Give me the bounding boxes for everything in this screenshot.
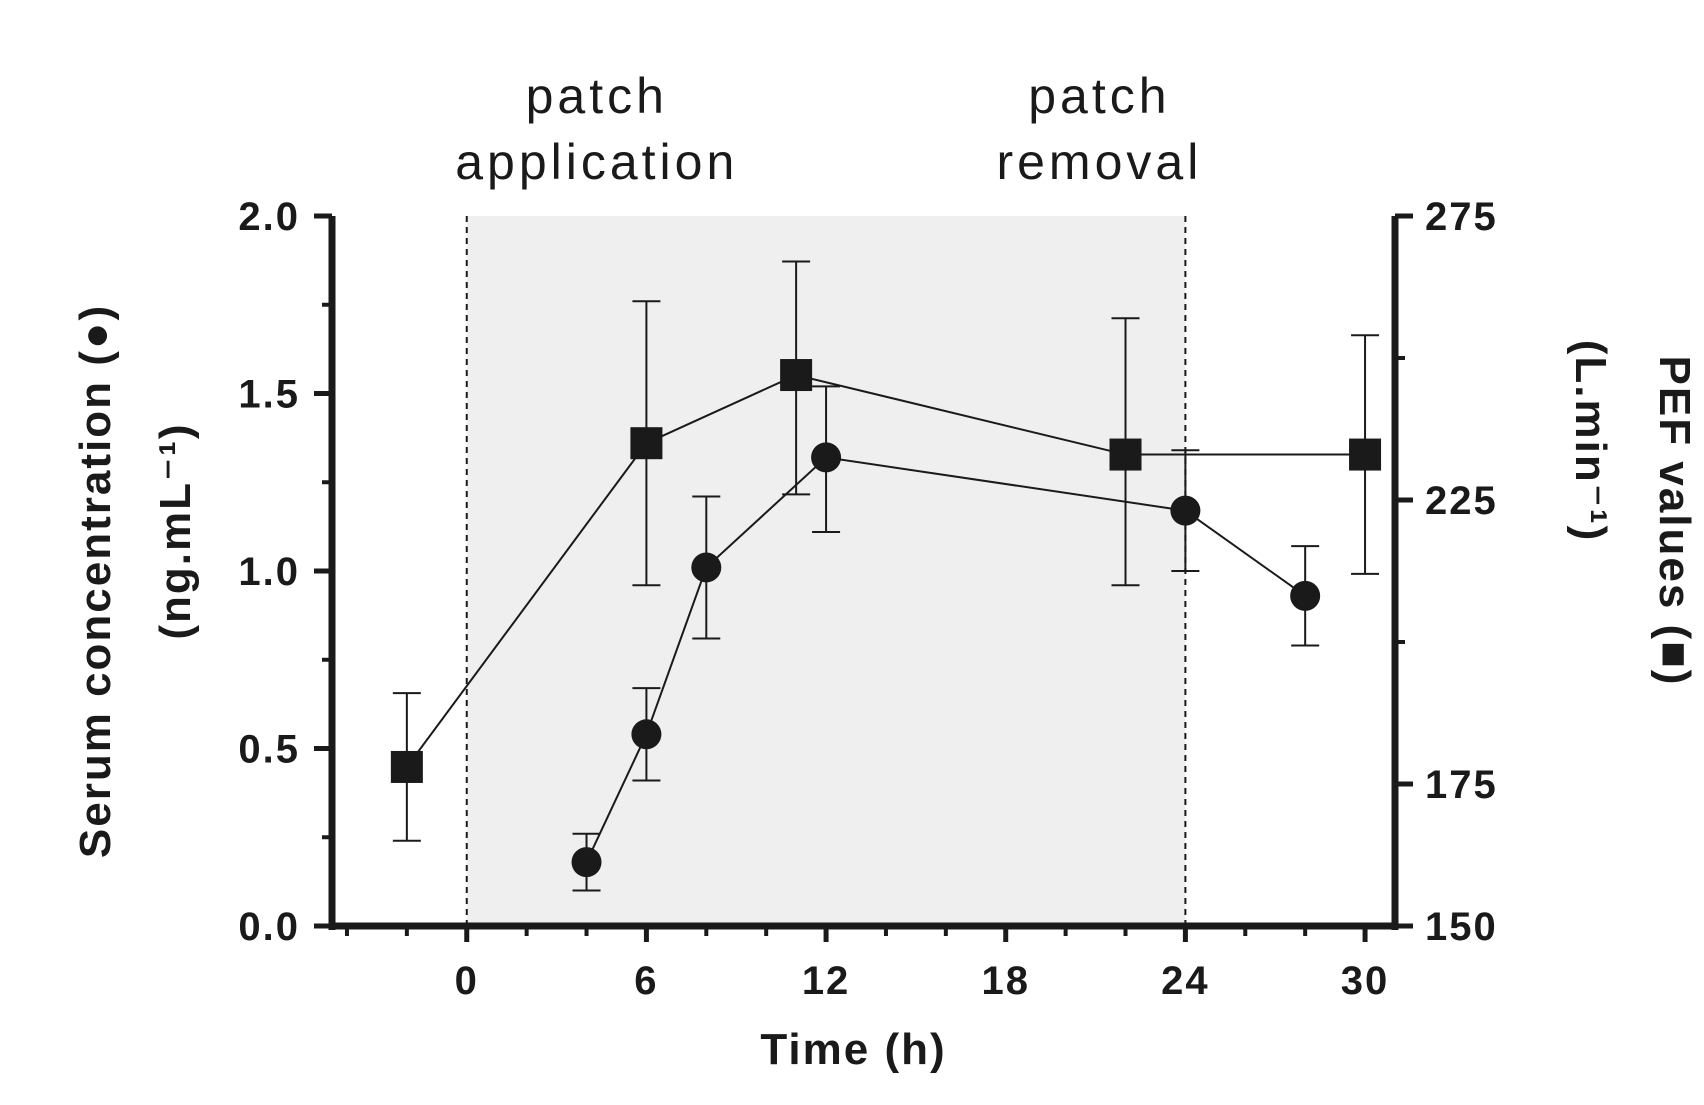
right-y-axis-title: PEF values (■) <box>1650 356 1699 687</box>
right-y-axis-units: (L.min⁻¹) <box>1566 340 1615 543</box>
pef-point <box>1349 438 1382 471</box>
left-y-tick-label: 1.0 <box>238 550 300 594</box>
left-y-tick-label: 0.0 <box>238 905 300 949</box>
serum-point <box>811 442 842 473</box>
x-tick-label: 30 <box>1341 959 1390 1003</box>
pef-point <box>780 359 813 392</box>
x-tick-label: 24 <box>1161 959 1210 1003</box>
serum-series-line <box>585 456 1306 863</box>
left-y-tick-label: 1.5 <box>238 373 300 417</box>
patch-period-shading <box>466 216 1186 926</box>
right-y-tick-label: 150 <box>1425 905 1498 949</box>
x-tick-label: 18 <box>981 959 1030 1003</box>
left-y-tick-label: 0.5 <box>238 728 300 772</box>
patch-removal-annotation-line-1: patch <box>1028 68 1170 124</box>
pef-point <box>630 427 663 460</box>
left-y-axis-title: Serum concentration (●) <box>71 304 120 858</box>
serum-point <box>691 552 722 583</box>
right-y-tick-label: 275 <box>1425 195 1498 239</box>
pef-point <box>390 750 423 783</box>
patch-application-annotation-line-2: application <box>455 134 738 190</box>
serum-point <box>1290 580 1321 611</box>
patch-removal-annotation-line-2: removal <box>996 134 1202 190</box>
left-y-axis-units: (ng.mL⁻¹) <box>151 422 200 639</box>
x-tick-label: 6 <box>634 959 658 1003</box>
serum-point <box>631 719 662 750</box>
left-y-tick-label: 2.0 <box>238 195 300 239</box>
serum-point <box>571 847 602 878</box>
pef-point <box>1109 438 1142 471</box>
x-tick-label: 12 <box>802 959 851 1003</box>
x-tick-label: 0 <box>455 959 479 1003</box>
right-y-tick-label: 225 <box>1425 479 1498 523</box>
serum-point <box>1170 495 1201 526</box>
x-axis-title: Time (h) <box>760 1025 946 1074</box>
patch-application-annotation-line-1: patch <box>526 68 668 124</box>
right-y-tick-label: 175 <box>1425 763 1498 807</box>
